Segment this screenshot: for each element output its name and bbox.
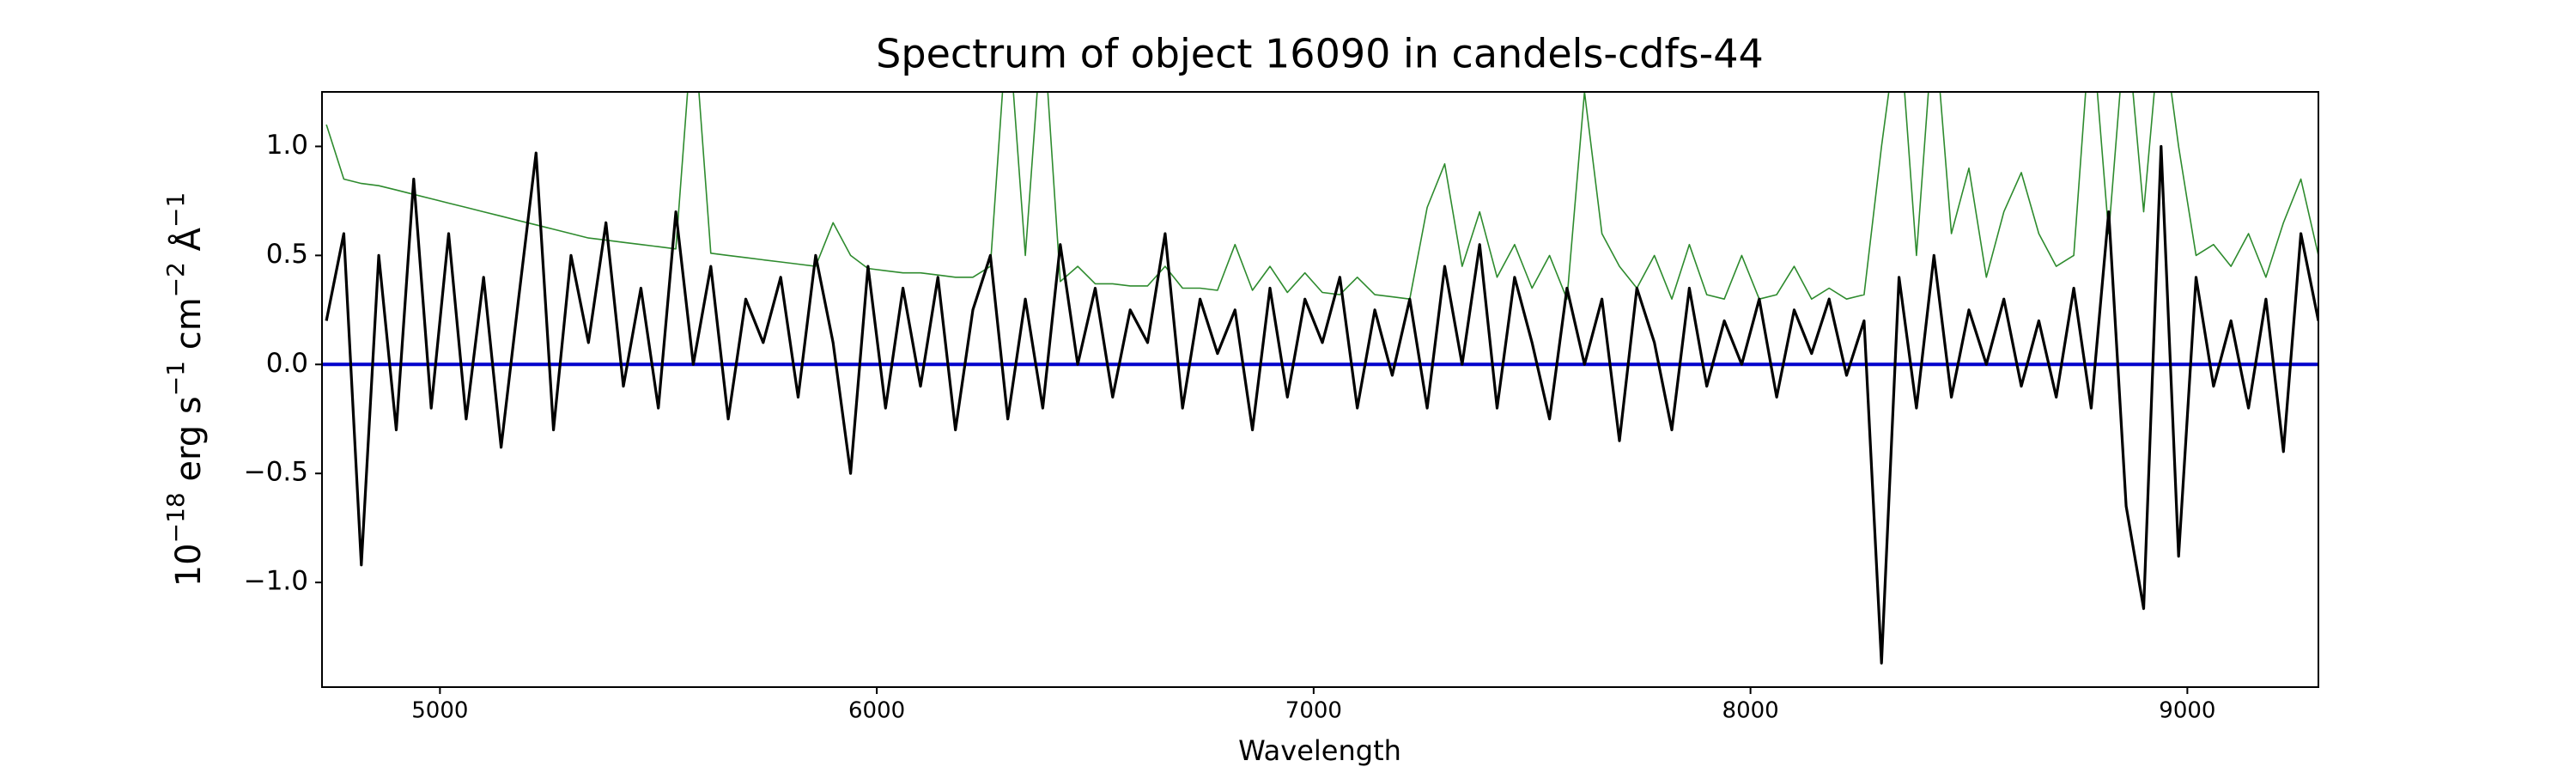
y-tick-label: 1.0 — [266, 130, 308, 161]
y-axis-label-part: 10 — [169, 543, 209, 587]
y-tick-label: −1.0 — [244, 566, 308, 597]
y-axis-label-part: cm — [169, 297, 209, 361]
x-axis-label: Wavelength — [1238, 734, 1401, 767]
y-axis-label-part: Å — [167, 227, 209, 262]
y-axis-label-superscript: −2 — [161, 262, 190, 297]
x-tick-label: 5000 — [411, 698, 468, 724]
y-axis-label-part: erg s — [169, 396, 209, 492]
y-axis-label-superscript: −18 — [161, 492, 190, 543]
x-tick-label: 8000 — [1722, 698, 1779, 724]
plot-area — [322, 92, 2318, 665]
series-line — [325, 144, 2318, 665]
series-line — [325, 92, 2318, 300]
y-axis-label-superscript: −1 — [161, 192, 190, 228]
y-tick-label: 0.0 — [266, 348, 308, 379]
y-tick-label: −0.5 — [244, 457, 308, 488]
x-tick-label: 9000 — [2159, 698, 2215, 724]
plot-frame — [321, 91, 2319, 688]
y-axis-label-superscript: −1 — [161, 361, 190, 396]
y-tick-label: 0.5 — [266, 239, 308, 270]
chart-title: Spectrum of object 16090 in candels-cdfs… — [876, 31, 1764, 77]
x-tick-label: 7000 — [1285, 698, 1342, 724]
y-axis-label: 10−18 erg s−1 cm−2 Å−1 — [161, 192, 209, 587]
x-tick-label: 6000 — [848, 698, 905, 724]
